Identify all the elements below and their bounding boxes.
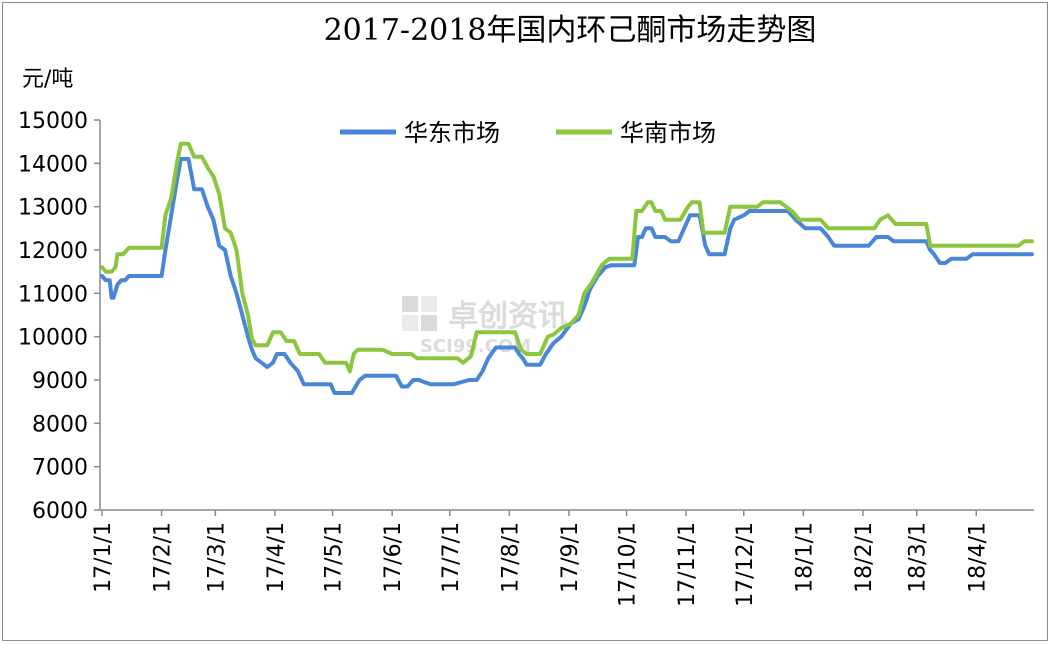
y-tick-label: 9000 (32, 369, 88, 394)
x-tick-label: 17/9/1 (558, 522, 583, 593)
series-line-east (100, 157, 1034, 395)
series-line-south (100, 141, 1034, 374)
watermark-text: 卓创资讯 (448, 299, 568, 334)
x-tick-label: 18/2/1 (852, 522, 877, 593)
x-tick-label: 17/5/1 (322, 522, 347, 593)
y-tick-label: 11000 (18, 282, 88, 307)
y-tick-label: 12000 (18, 239, 88, 264)
x-tick-label: 17/10/1 (616, 522, 641, 607)
legend-label-east: 华东市场 (404, 119, 500, 147)
y-axis-ticks: 6000 7000 8000 9000 10000 11000 12000 13000 1400… (18, 109, 100, 524)
y-tick-label: 14000 (18, 152, 88, 177)
x-tick-label: 18/3/1 (906, 522, 931, 593)
legend: 华东市场 华南市场 (340, 119, 716, 147)
x-tick-label: 18/1/1 (792, 522, 817, 593)
x-tick-label: 17/8/1 (498, 522, 523, 593)
axes (99, 120, 1034, 511)
y-tick-label: 13000 (18, 196, 88, 221)
legend-label-south: 华南市场 (620, 119, 716, 147)
x-tick-label: 17/4/1 (264, 522, 289, 593)
x-tick-label: 17/11/1 (675, 522, 700, 607)
y-tick-label: 7000 (32, 456, 88, 481)
x-tick-label: 17/1/1 (91, 522, 116, 593)
series-layer (100, 141, 1034, 395)
x-axis-ticks: 17/1/1 17/2/1 17/3/1 17/4/1 17/5/1 17/6/1 17/7… (91, 510, 990, 607)
y-tick-label: 8000 (32, 412, 88, 437)
x-tick-label: 17/3/1 (204, 522, 229, 593)
x-tick-label: 17/12/1 (733, 522, 758, 607)
y-axis-unit: 元/吨 (22, 67, 73, 92)
watermark-subtext: SCI99.COM (420, 336, 531, 357)
chart-title: 2017-2018年国内环己酮市场走势图 (324, 13, 817, 48)
watermark-logo-icon (402, 296, 437, 331)
y-tick-label: 6000 (32, 499, 88, 524)
watermark: 卓创资讯 SCI99.COM (402, 296, 568, 357)
y-tick-label: 10000 (18, 326, 88, 351)
x-tick-label: 17/7/1 (439, 522, 464, 593)
x-tick-label: 18/4/1 (965, 522, 990, 593)
y-tick-label: 15000 (18, 109, 88, 134)
x-tick-label: 17/2/1 (151, 522, 176, 593)
x-tick-label: 17/6/1 (381, 522, 406, 593)
